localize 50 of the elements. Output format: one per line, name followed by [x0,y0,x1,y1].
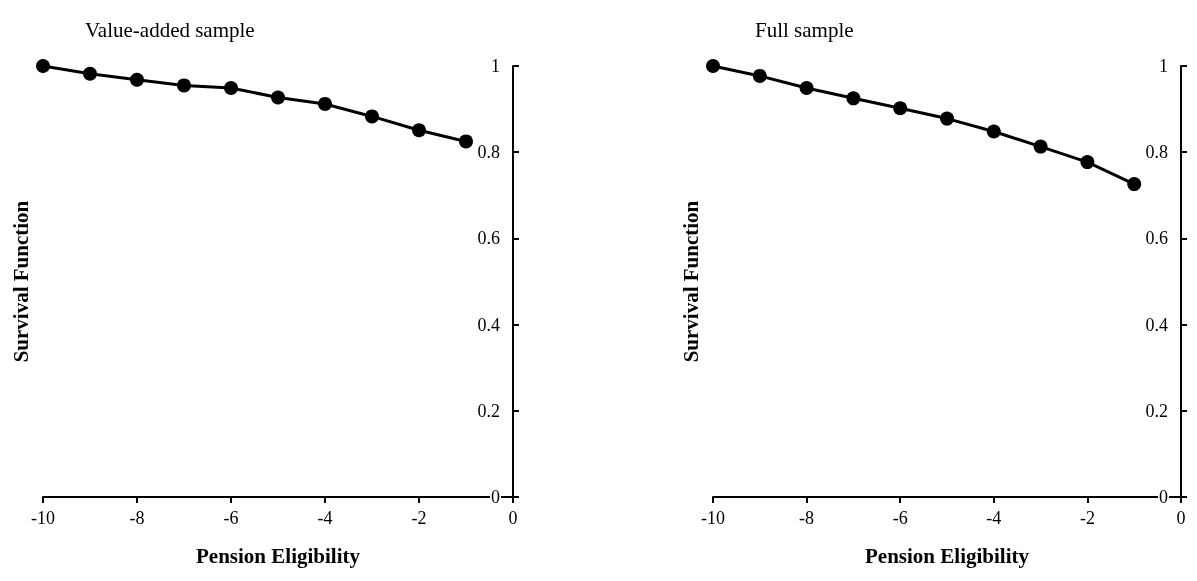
point [940,111,954,126]
y-tick-label: 0 [491,487,500,507]
point [36,59,50,73]
point [893,101,908,116]
point [224,80,238,95]
point [365,109,379,124]
point [986,124,1001,139]
y-tick-label: 0 [1159,487,1168,507]
y-tick-label: 0.8 [477,142,500,163]
x-axis-title: Pension Eligibility [196,543,361,568]
y-tick-label: 1 [491,56,500,76]
point [318,96,332,111]
x-tick-label: -8 [129,508,145,528]
chart-title: Value-added sample [85,17,255,42]
y-tick-label: 0.2 [477,400,500,421]
point [799,80,814,95]
y-tick-label: 0.8 [1145,142,1168,163]
point [752,68,767,83]
x-tick-label: -6 [892,508,908,528]
point [271,90,285,105]
y-tick-label: 1 [1159,56,1168,76]
point [412,123,426,138]
y-tick-label: 0.4 [1145,314,1168,335]
y-tick-label: 0.4 [477,314,500,335]
point [177,78,191,93]
point [83,66,97,81]
y-axis-title: Survival Function [9,200,33,363]
y-tick-label: 0.6 [1145,228,1168,249]
x-tick-label: -10 [31,508,55,528]
x-tick-label: 0 [1176,508,1186,528]
x-axis-title: Pension Eligibility [865,543,1030,568]
point [1033,139,1048,154]
y-tick-label: 0.6 [477,228,500,249]
x-tick-label: 0 [508,508,518,528]
x-tick-label: -10 [701,508,725,528]
point [846,91,861,106]
y-axis-title: Survival Function [679,200,703,363]
point [130,72,144,87]
x-tick-label: -4 [317,508,333,528]
x-tick-label: -6 [223,508,239,528]
y-tick-label: 0.2 [1145,400,1168,421]
x-tick-label: -2 [1079,508,1095,528]
point [1127,177,1142,192]
x-tick-label: -8 [799,508,815,528]
chart-title: Full sample [755,17,854,42]
point [1080,155,1095,170]
point [706,59,720,73]
x-tick-label: -2 [411,508,427,528]
point [459,134,473,149]
x-tick-label: -4 [986,508,1002,528]
